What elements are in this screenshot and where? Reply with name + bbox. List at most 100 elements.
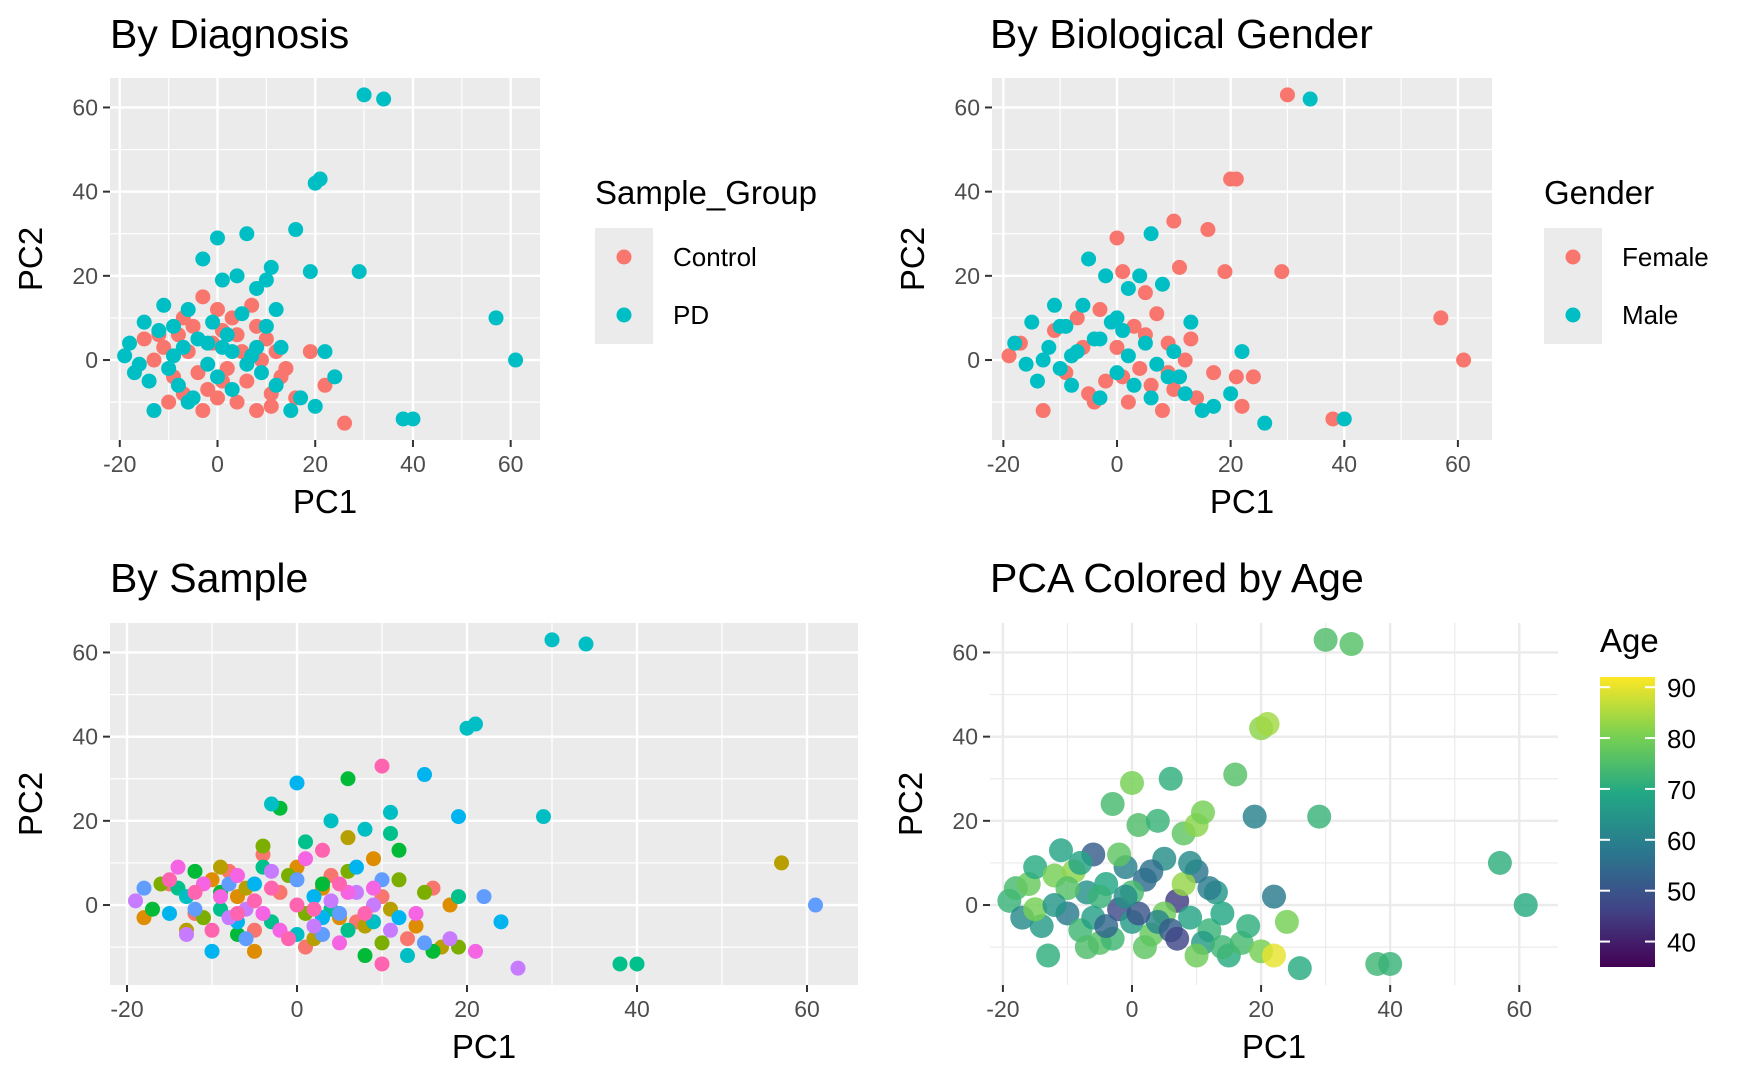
data-point <box>1166 213 1182 229</box>
data-point <box>1132 268 1148 284</box>
data-point <box>451 889 466 905</box>
y-tick-label: 60 <box>72 94 98 120</box>
data-point <box>239 373 255 389</box>
data-point <box>1487 850 1512 875</box>
legend-swatch <box>1565 307 1581 323</box>
data-point <box>200 356 216 372</box>
data-point <box>1109 339 1125 355</box>
data-point <box>1154 276 1170 292</box>
data-point <box>1262 943 1286 968</box>
data-point <box>1055 876 1080 901</box>
data-point <box>162 872 177 888</box>
x-tick-label: 40 <box>1377 996 1403 1022</box>
data-point <box>1255 712 1280 737</box>
data-point <box>258 318 274 334</box>
colorbar-label: 40 <box>1667 928 1696 958</box>
data-point <box>340 830 356 846</box>
data-point <box>1126 813 1151 838</box>
x-tick-label: 20 <box>454 996 480 1022</box>
data-point <box>214 272 230 288</box>
y-tick-label: 40 <box>954 179 980 205</box>
legend-swatch <box>616 249 632 265</box>
data-point <box>195 251 211 267</box>
data-point <box>1274 909 1299 934</box>
data-point <box>1378 951 1403 976</box>
data-point <box>1433 310 1449 326</box>
data-point <box>400 948 415 964</box>
data-point <box>156 297 172 313</box>
data-point <box>1126 318 1142 334</box>
data-point <box>238 931 254 947</box>
data-point <box>1206 365 1222 381</box>
data-point <box>247 943 262 959</box>
y-axis-title: PC2 <box>12 227 49 291</box>
x-tick-label: 20 <box>1248 996 1274 1022</box>
data-point <box>307 398 323 414</box>
data-point <box>1094 914 1119 939</box>
data-point <box>1149 306 1165 322</box>
data-point <box>210 230 225 246</box>
data-point <box>1217 264 1233 280</box>
data-point <box>1143 226 1159 242</box>
data-point <box>337 415 353 431</box>
data-point <box>1007 335 1023 351</box>
x-tick-label: 20 <box>302 451 328 477</box>
data-point <box>230 868 245 884</box>
data-point <box>774 855 789 871</box>
data-point <box>1143 377 1159 393</box>
data-point <box>1107 842 1132 867</box>
data-point <box>230 905 245 921</box>
colorbar-legend: Age 40 50 60 70 80 90 <box>1600 622 1696 967</box>
data-point <box>264 796 279 812</box>
chart-title: By Biological Gender <box>990 11 1373 57</box>
data-point <box>281 931 296 947</box>
legend-label: PD <box>673 300 709 330</box>
data-point <box>1115 323 1131 339</box>
data-point <box>185 318 201 334</box>
legend: Sample_Group Control PD <box>595 174 817 344</box>
data-point <box>323 893 339 909</box>
data-point <box>293 390 309 406</box>
data-point <box>1113 884 1138 909</box>
data-point <box>476 889 492 905</box>
data-point <box>510 960 526 976</box>
data-point <box>210 369 225 385</box>
data-point <box>302 264 318 280</box>
data-point <box>1029 373 1045 389</box>
data-point <box>180 394 196 410</box>
data-point <box>213 859 228 875</box>
data-point <box>1223 762 1248 787</box>
data-point <box>229 268 245 284</box>
data-point <box>1115 264 1131 280</box>
data-point <box>536 809 551 825</box>
data-point <box>1183 314 1199 330</box>
data-point <box>1165 926 1190 951</box>
data-point <box>306 901 322 917</box>
data-point <box>1075 297 1091 313</box>
data-point <box>1064 377 1080 393</box>
data-point <box>200 335 216 351</box>
data-point <box>1279 87 1295 103</box>
colorbar-label: 70 <box>1667 775 1696 805</box>
data-point <box>255 905 271 921</box>
y-tick-label: 20 <box>952 808 978 834</box>
data-point <box>1313 627 1338 652</box>
data-point <box>1132 360 1148 376</box>
data-point <box>210 302 225 318</box>
data-point <box>1171 871 1196 896</box>
x-tick-label: 20 <box>1218 451 1244 477</box>
data-point <box>317 344 333 360</box>
chart-panel-2: By Biological Gender -20 0 20 40 60 0 20 40 60 PC1… <box>894 11 1709 520</box>
data-point <box>146 352 162 368</box>
data-point <box>357 905 373 921</box>
data-point <box>249 403 265 419</box>
data-point <box>258 331 274 347</box>
x-tick-label: 0 <box>1111 451 1124 477</box>
data-point <box>298 851 313 867</box>
data-point <box>332 935 347 951</box>
data-point <box>162 905 177 921</box>
legend-label: Male <box>1622 300 1678 330</box>
data-point <box>249 280 265 296</box>
data-point <box>1274 264 1290 280</box>
x-tick-label: 60 <box>1445 451 1471 477</box>
